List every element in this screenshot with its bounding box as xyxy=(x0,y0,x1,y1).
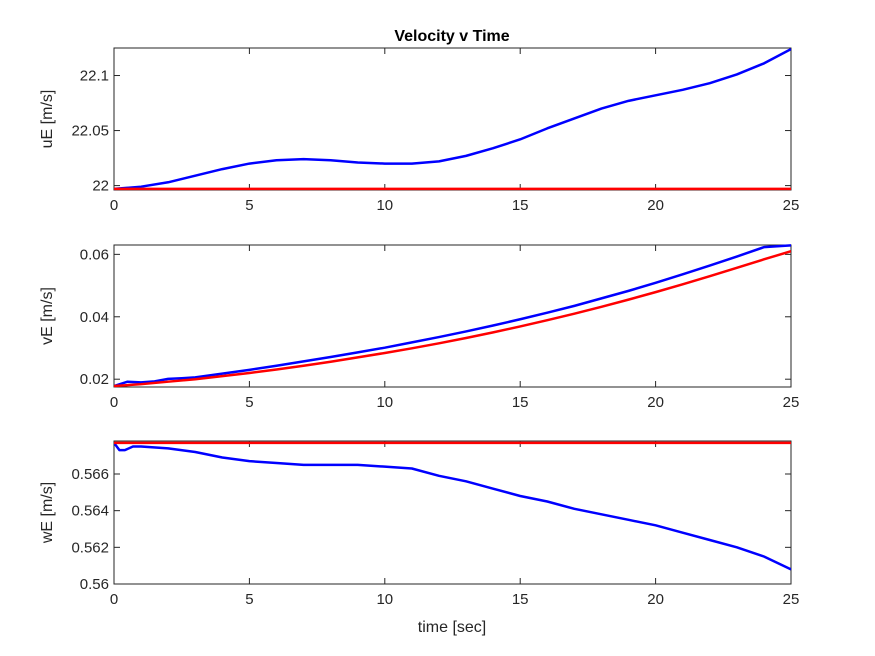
subplot-we: 0 5 10 15 20 25 0.56 0.562 0.564 0.566 wE [m/s] xyxy=(39,440,800,608)
x-axis-label: time [sec] xyxy=(418,619,486,636)
x-tick-label: 5 xyxy=(245,591,253,608)
x-tick-label: 10 xyxy=(376,394,393,411)
y-tick-label: 22.1 xyxy=(80,68,109,85)
y-tick-label: 22.05 xyxy=(71,123,109,140)
x-tick-label: 0 xyxy=(110,394,118,411)
plot-area-ue xyxy=(113,47,792,191)
x-tick-label: 15 xyxy=(512,591,529,608)
blue-series-line-we xyxy=(114,442,791,571)
plot-area-ve xyxy=(113,244,792,388)
x-tick-label: 0 xyxy=(110,591,118,608)
x-tick-label: 20 xyxy=(647,197,664,214)
x-tick-label: 5 xyxy=(245,197,253,214)
x-tick-label: 15 xyxy=(512,197,529,214)
x-tick-label: 0 xyxy=(110,197,118,214)
y-tick-label: 0.562 xyxy=(71,539,109,556)
x-tick-label: 25 xyxy=(783,591,800,608)
y-tick-label: 0.564 xyxy=(71,503,109,520)
plot-area-we xyxy=(113,440,792,585)
x-tick-label: 25 xyxy=(783,394,800,411)
y-axis-label-we: wE [m/s] xyxy=(39,482,56,544)
y-axis-label-ue: uE [m/s] xyxy=(39,90,56,149)
x-tick-label: 25 xyxy=(783,197,800,214)
y-tick-label: 0.56 xyxy=(80,576,109,593)
y-tick-label: 0.02 xyxy=(80,371,109,388)
x-tick-label: 15 xyxy=(512,394,529,411)
x-tick-label: 20 xyxy=(647,591,664,608)
subplot-ue: 0 5 10 15 20 25 22 22.05 22.1 uE [m/s] xyxy=(39,47,800,214)
blue-series-line-ue xyxy=(114,47,791,191)
chart-title: Velocity v Time xyxy=(394,28,509,45)
y-tick-label: 0.566 xyxy=(71,466,109,483)
y-tick-label: 0.04 xyxy=(80,309,109,326)
x-tick-label: 5 xyxy=(245,394,253,411)
red-series-line-ve xyxy=(114,250,791,388)
x-tick-label: 10 xyxy=(376,197,393,214)
blue-series-line-ve xyxy=(114,244,791,388)
y-tick-label: 0.06 xyxy=(80,246,109,263)
subplot-ve: 0 5 10 15 20 25 0.02 0.04 0.06 vE [m/s] xyxy=(39,244,800,411)
y-tick-label: 22 xyxy=(92,178,109,195)
x-tick-label: 20 xyxy=(647,394,664,411)
y-axis-label-ve: vE [m/s] xyxy=(39,287,56,345)
x-tick-label: 10 xyxy=(376,591,393,608)
